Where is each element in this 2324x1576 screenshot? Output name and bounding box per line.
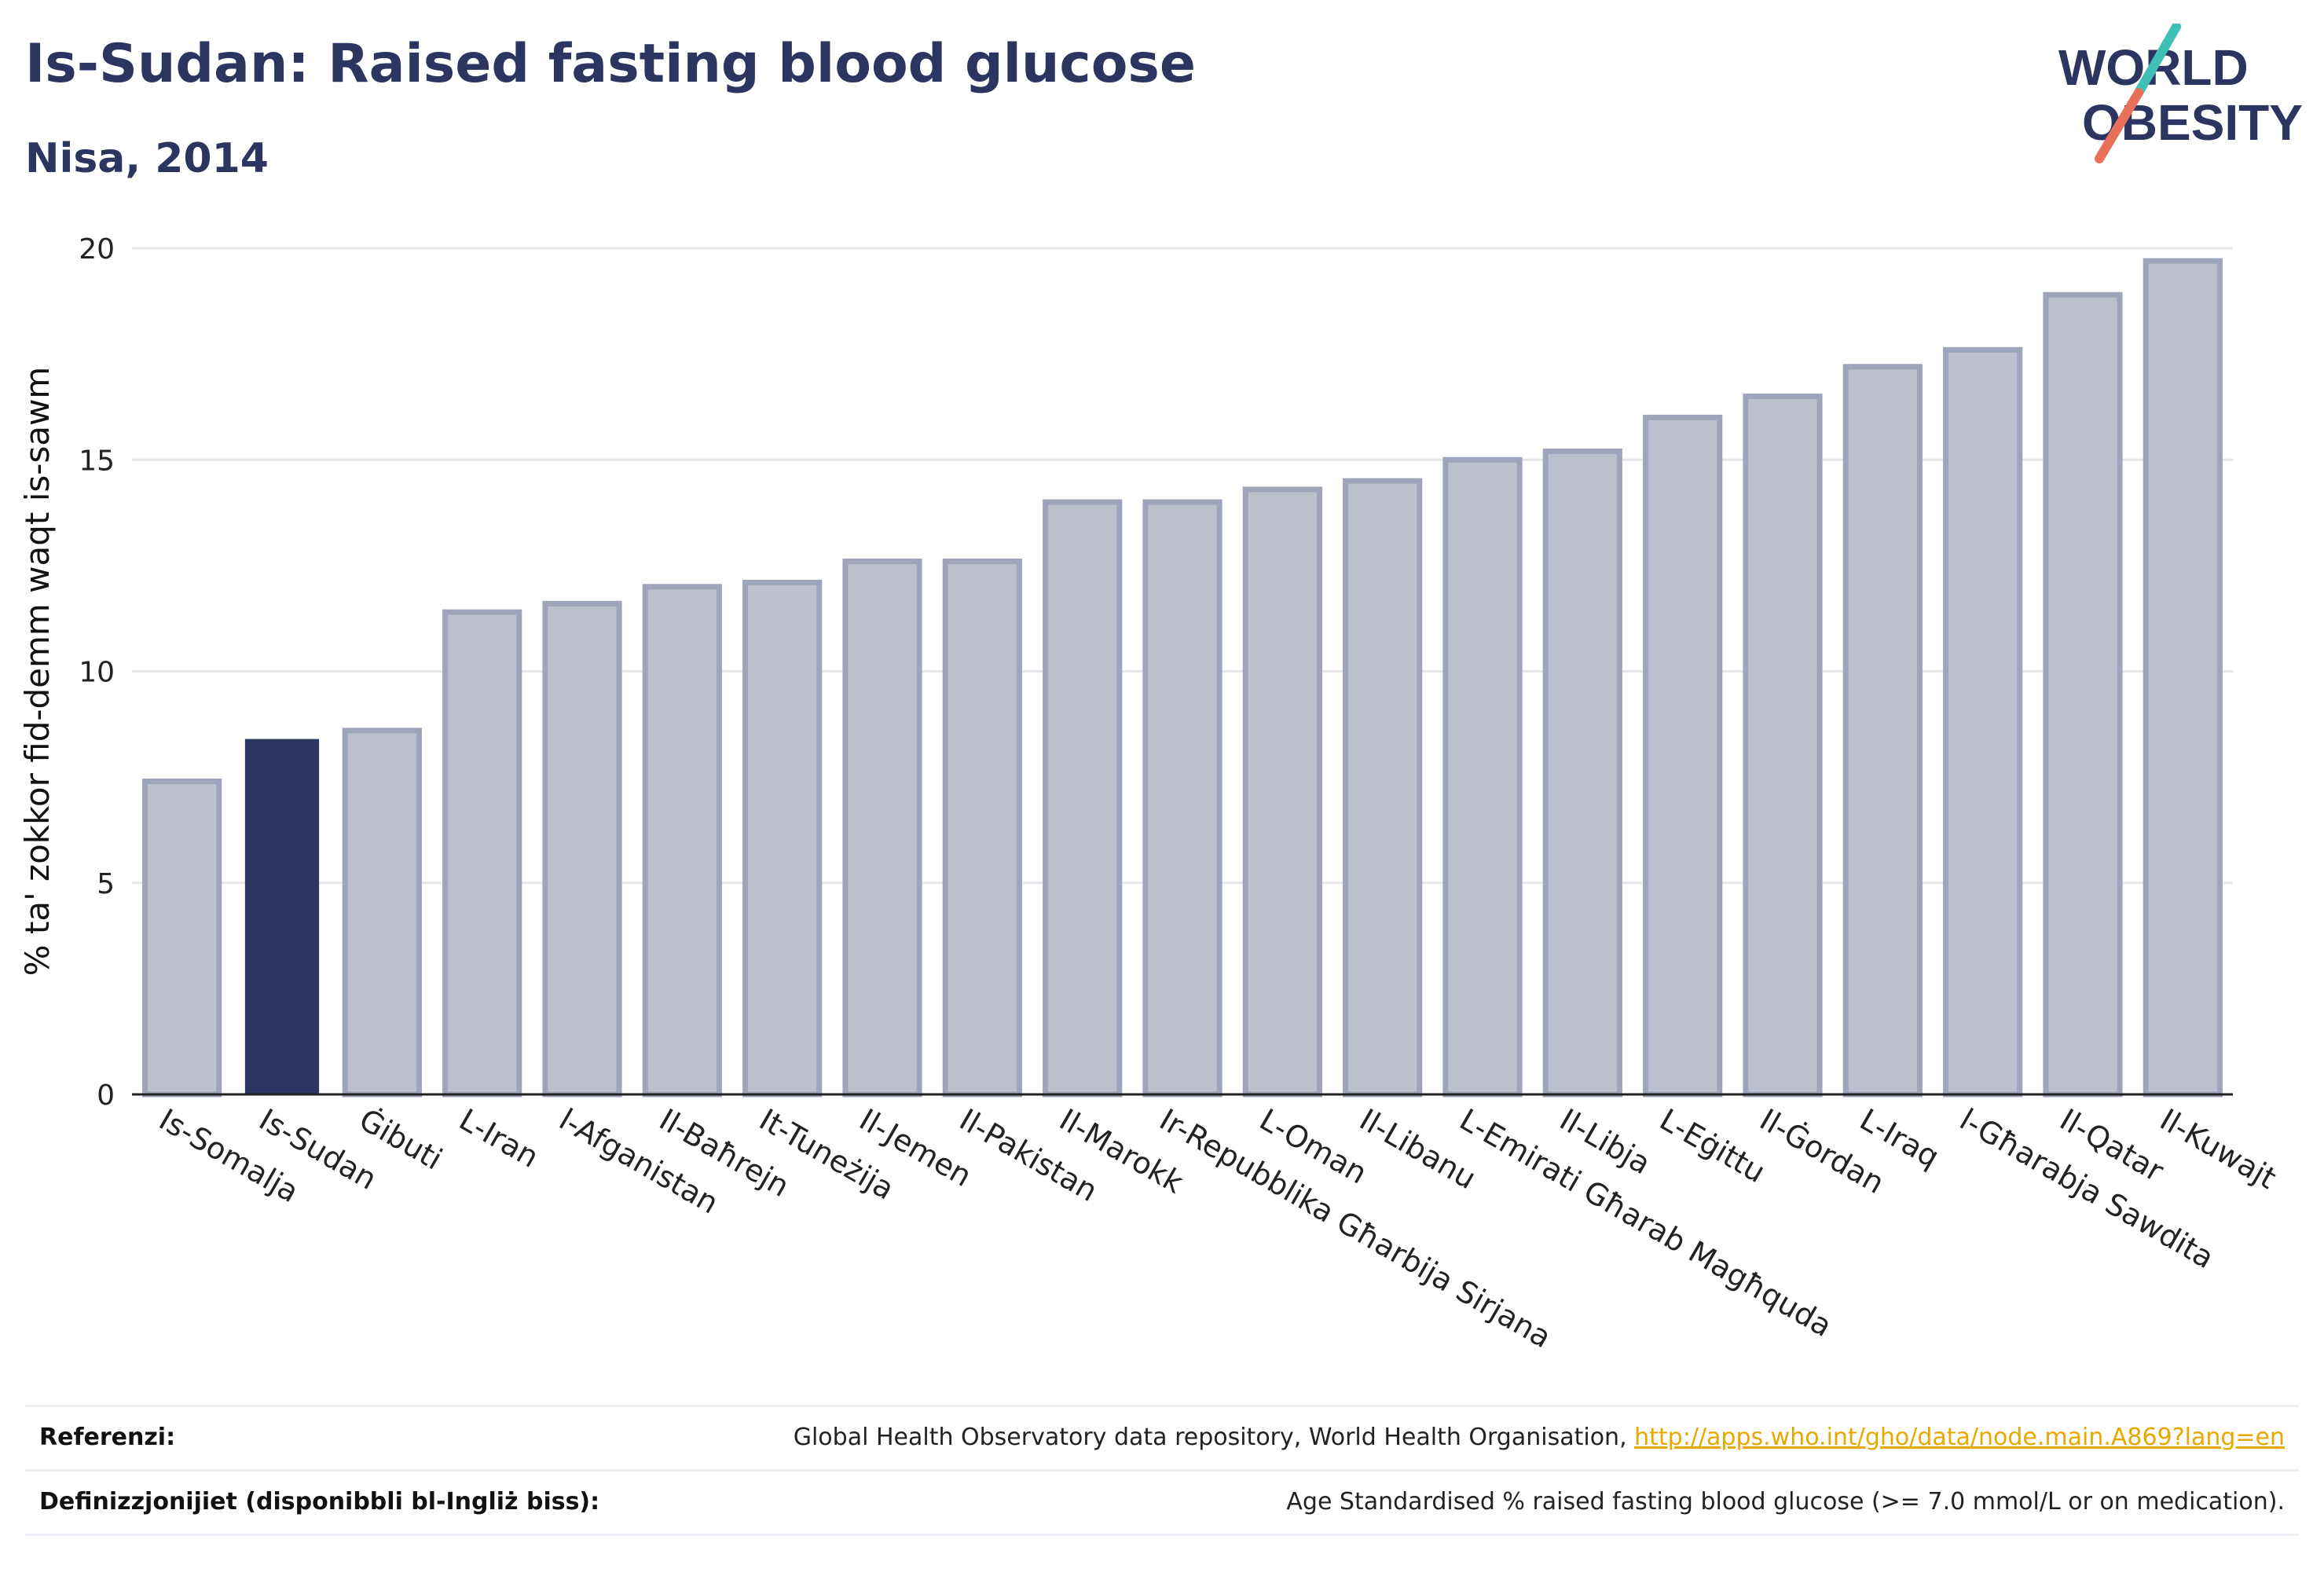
bar[interactable]	[642, 584, 722, 1098]
bar[interactable]	[1343, 478, 1423, 1098]
references-value: Global Health Observatory data repositor…	[794, 1424, 2299, 1451]
bar-highlighted[interactable]	[244, 739, 320, 1094]
definitions-label: Definizzjonijiet (disponibbli bl-Ingliż …	[39, 1487, 600, 1516]
bar[interactable]	[1043, 499, 1123, 1098]
bar[interactable]	[842, 558, 922, 1098]
bar[interactable]	[1242, 486, 1322, 1098]
chart-subtitle: Nisa, 2014	[25, 135, 269, 182]
definitions-value: Age Standardised % raised fasting blood …	[1286, 1487, 2285, 1516]
bar[interactable]	[942, 558, 1022, 1098]
y-tick-label: 20	[79, 233, 115, 266]
bar[interactable]	[1743, 393, 1823, 1098]
x-tick-label: L-Iran	[453, 1102, 544, 1175]
chart-title: Is-Sudan: Raised fasting blood glucose	[25, 33, 1197, 95]
bar[interactable]	[142, 779, 222, 1098]
bar[interactable]	[342, 728, 422, 1098]
bar[interactable]	[542, 600, 622, 1098]
references-label: Referenzi:	[39, 1423, 176, 1451]
bar[interactable]	[1643, 414, 1723, 1098]
bar[interactable]	[2043, 291, 2123, 1098]
bar[interactable]	[1943, 346, 2023, 1098]
x-tick-label: L-Eġittu	[1654, 1102, 1771, 1190]
x-tick-label: Il-Kuwajt	[2154, 1102, 2282, 1196]
references-text: Global Health Observatory data repositor…	[793, 1423, 1635, 1451]
bar[interactable]	[742, 579, 823, 1098]
y-tick-label: 5	[97, 868, 115, 900]
y-tick-label: 0	[97, 1079, 115, 1112]
bar[interactable]	[1842, 364, 1923, 1098]
bar[interactable]	[1142, 499, 1222, 1098]
bar[interactable]	[1542, 448, 1622, 1098]
bar[interactable]	[1442, 456, 1523, 1098]
footer-divider	[25, 1534, 2299, 1536]
logo-slash-coral	[2095, 88, 2143, 163]
y-tick-label: 10	[79, 657, 115, 689]
definitions-row: Definizzjonijiet (disponibbli bl-Ingliż …	[25, 1469, 2299, 1531]
bar[interactable]	[442, 609, 522, 1098]
world-obesity-logo: WORLD OBESITY	[2058, 24, 2303, 163]
y-tick-label: 15	[79, 445, 115, 477]
references-row: Referenzi: Global Health Observatory dat…	[25, 1405, 2299, 1467]
references-link[interactable]: http://apps.who.int/gho/data/node.main.A…	[1634, 1423, 2285, 1451]
bar[interactable]	[2143, 258, 2223, 1098]
y-axis-title: % ta' zokkor fid-demm waqt is-sawm	[18, 367, 57, 977]
logo-slash-teal	[2134, 24, 2181, 97]
